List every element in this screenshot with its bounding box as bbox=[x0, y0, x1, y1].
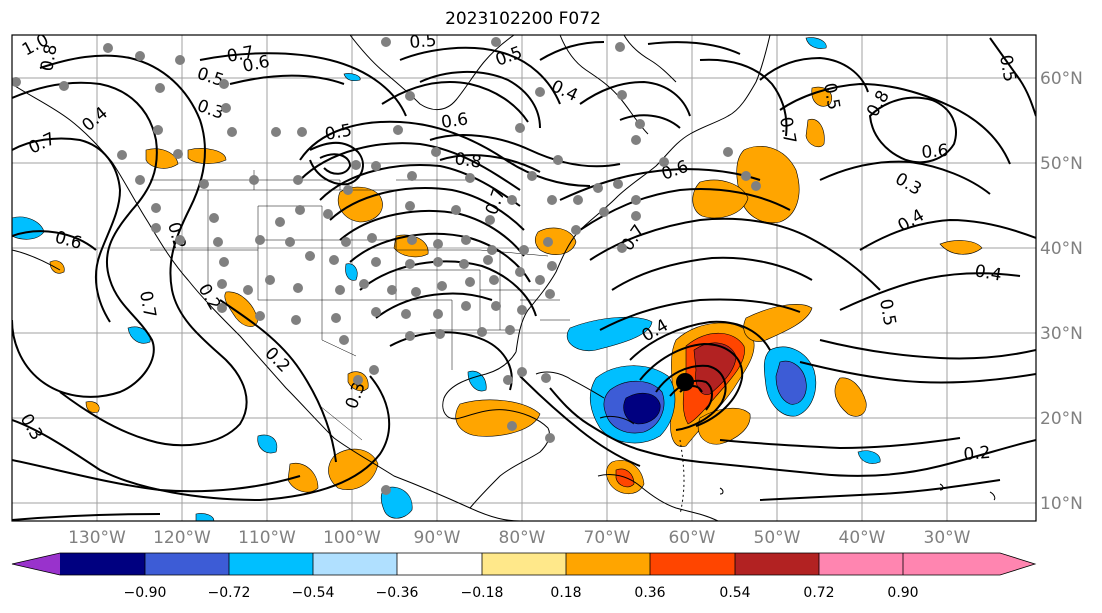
lat-tick-label: 30°N bbox=[1040, 324, 1083, 344]
colorbar-tick-label: −0.36 bbox=[376, 585, 419, 601]
lat-tick-label: 60°N bbox=[1040, 69, 1083, 89]
lat-tick-label: 20°N bbox=[1040, 409, 1083, 429]
contour-label: 0.5 bbox=[323, 121, 353, 145]
colorbar-segment bbox=[650, 553, 735, 575]
colorbar-extend-low bbox=[12, 553, 60, 575]
lon-tick-label: 110°W bbox=[238, 528, 296, 548]
colorbar-segment bbox=[229, 553, 313, 575]
contour-label: 0.5 bbox=[819, 81, 843, 111]
lon-tick-label: 30°W bbox=[924, 528, 971, 548]
contour-label: 0.6 bbox=[921, 141, 950, 163]
colorbar-tick-label: −0.90 bbox=[124, 585, 167, 601]
colorbar-segment bbox=[819, 553, 903, 575]
contour-label: 0.2 bbox=[963, 443, 992, 465]
colorbar: −0.90 −0.72 −0.54 −0.36 −0.18 0.18 0.36 … bbox=[11, 552, 1037, 601]
colorbar-tick-label: 0.90 bbox=[887, 585, 918, 601]
lon-tick-label: 120°W bbox=[153, 528, 211, 548]
colorbar-tick-label: −0.18 bbox=[461, 585, 504, 601]
colorbar-tick-label: 0.18 bbox=[550, 585, 581, 601]
storm-center-marker bbox=[676, 373, 694, 391]
contour-label: 0.7 bbox=[135, 289, 159, 319]
contour-labels: 1.0 0.8 0.7 0.6 0.5 0.3 0.7 0.4 0.5 0.6 … bbox=[16, 31, 1020, 465]
map-frame bbox=[11, 34, 1037, 522]
contour-lines bbox=[12, 37, 1036, 521]
contour-label: 0.8 bbox=[37, 43, 61, 73]
colorbar-extend-high bbox=[903, 553, 1035, 575]
contour-label: 0.8 bbox=[453, 149, 483, 173]
contour-label: 0.5 bbox=[995, 53, 1019, 83]
coastlines bbox=[12, 35, 996, 521]
colorbar-tick-label: −0.72 bbox=[208, 585, 251, 601]
map-title: 2023102200 F072 bbox=[445, 9, 601, 29]
colorbar-tick-label: −0.54 bbox=[292, 585, 335, 601]
colorbar-segment bbox=[313, 553, 397, 575]
lat-tick-label: 10°N bbox=[1040, 494, 1083, 514]
latitude-axis: 60°N 50°N 40°N 30°N 20°N 10°N bbox=[1040, 69, 1083, 514]
longitude-axis: 130°W 120°W 110°W 100°W 90°W 80°W 70°W 6… bbox=[68, 528, 971, 548]
colorbar-segment bbox=[145, 553, 229, 575]
lon-tick-label: 100°W bbox=[323, 528, 381, 548]
lon-tick-label: 90°W bbox=[414, 528, 461, 548]
contour-label: 0.5 bbox=[409, 31, 438, 53]
colorbar-segment bbox=[397, 553, 482, 575]
significance-stippling bbox=[12, 37, 761, 495]
colorbar-segment bbox=[735, 553, 819, 575]
colorbar-tick-label: 0.36 bbox=[634, 585, 665, 601]
contour-label: 0.7 bbox=[775, 115, 799, 145]
lon-tick-label: 50°W bbox=[754, 528, 801, 548]
contour-label: 0.4 bbox=[973, 261, 1003, 285]
lat-tick-label: 50°N bbox=[1040, 154, 1083, 174]
lon-tick-label: 80°W bbox=[499, 528, 546, 548]
colorbar-tick-label: 0.54 bbox=[719, 585, 750, 601]
colorbar-segment bbox=[482, 553, 566, 575]
colorbar-segment bbox=[566, 553, 650, 575]
lon-tick-label: 130°W bbox=[68, 528, 126, 548]
lon-tick-label: 70°W bbox=[584, 528, 631, 548]
contour-label: 0.6 bbox=[440, 109, 470, 133]
contour-label: 0.5 bbox=[875, 297, 899, 327]
colorbar-tick-label: 0.72 bbox=[803, 585, 834, 601]
lon-tick-label: 60°W bbox=[669, 528, 716, 548]
contour-label: 0.7 bbox=[225, 43, 255, 67]
lat-tick-label: 40°N bbox=[1040, 239, 1083, 259]
lon-tick-label: 40°W bbox=[839, 528, 886, 548]
colorbar-segment bbox=[60, 553, 145, 575]
